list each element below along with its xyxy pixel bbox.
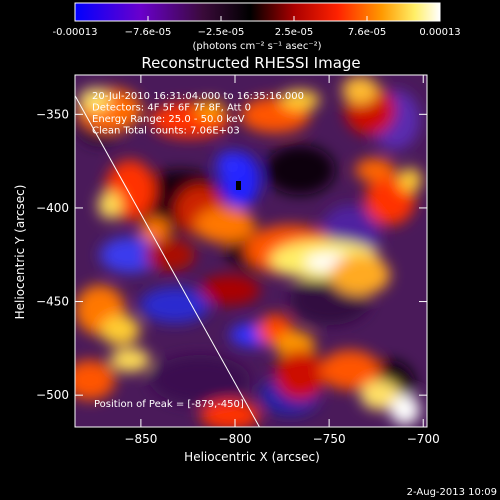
colorbar-tick-label: −7.6e-05 — [125, 27, 172, 38]
y-tick-label: −400 — [36, 201, 69, 215]
chart-title: Reconstructed RHESSI Image — [141, 54, 360, 72]
colorbar-tick-label: 0.00013 — [419, 27, 460, 38]
annotation-line: 20-Jul-2010 16:31:04.000 to 16:35:16.000 — [92, 91, 304, 102]
annotation-line: Detectors: 4F 5F 6F 7F 8F, Att 0 — [92, 103, 251, 114]
x-axis-label: Heliocentric X (arcsec) — [184, 450, 320, 464]
footer-timestamp: 2-Aug-2013 10:09 — [407, 487, 497, 498]
colorbar-tick-label: 2.5e-05 — [275, 27, 313, 38]
annotation-block: 20-Jul-2010 16:31:04.000 to 16:35:16.000… — [92, 91, 304, 137]
annotation-line: Clean Total counts: 7.06E+03 — [92, 126, 240, 137]
colorbar-tick-label: 7.6e-05 — [348, 27, 386, 38]
x-tick-label: −700 — [407, 432, 440, 446]
x-tick-label: −800 — [219, 432, 252, 446]
x-tick-label: −750 — [313, 432, 346, 446]
y-tick-label: −350 — [36, 107, 69, 121]
axis-ticks: −850 −800 −750 −700 −350 −400 −450 −500 — [36, 75, 440, 446]
x-tick-label: −850 — [124, 432, 157, 446]
colorbar-unit-label: (photons cm⁻² s⁻¹ asec⁻²) — [192, 41, 321, 52]
y-tick-label: −500 — [36, 388, 69, 402]
y-tick-label: −450 — [36, 295, 69, 309]
annotation-line: Energy Range: 25.0 - 50.0 keV — [92, 114, 245, 125]
colorbar-ticks: -0.00013 −7.6e-05 −2.5e-05 2.5e-05 7.6e-05 0.… — [53, 16, 461, 38]
peak-marker — [236, 181, 241, 190]
colorbar-tick-label: -0.00013 — [53, 27, 98, 38]
colorbar — [74, 2, 441, 22]
colorbar-tick-label: −2.5e-05 — [198, 27, 245, 38]
heatmap — [75, 75, 427, 427]
plot-frame — [74, 74, 428, 428]
solar-limb-line — [74, 95, 260, 428]
y-axis-label: Heliocentric Y (arcsec) — [13, 185, 27, 320]
peak-position-label: Position of Peak = [-879,-450] — [94, 399, 244, 410]
